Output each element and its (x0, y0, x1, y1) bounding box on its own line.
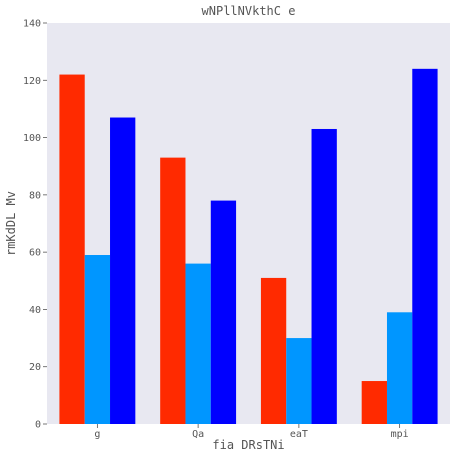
y-tick-label: 140 (23, 19, 41, 30)
x-axis-ticks: g Qa eaT mpi (94, 424, 409, 440)
y-tick-label: 20 (29, 362, 41, 373)
bar-mpi-series-2 (386, 312, 413, 424)
bars-layer (59, 68, 438, 425)
bar-Qa-series-2 (185, 263, 211, 424)
y-axis-label: rmKdDL Mv (4, 191, 18, 256)
bar-eaT-series-2 (286, 338, 312, 424)
y-tick-label: 80 (29, 190, 41, 201)
y-tick-label: 100 (23, 133, 41, 144)
y-tick-label: 40 (29, 305, 41, 316)
bar-eaT-series-3 (311, 128, 337, 425)
x-tick-label: Qa (192, 429, 204, 440)
y-tick-label: 60 (29, 248, 41, 259)
bar-g-series-3 (110, 117, 136, 425)
bar-g-series-1 (59, 74, 85, 424)
bar-Qa-series-1 (160, 157, 186, 424)
bar-eaT-series-1 (260, 277, 287, 424)
x-axis-label: fia DRsTNi (212, 438, 284, 452)
y-axis-ticks: 0 20 40 60 80 100 120 140 (23, 19, 47, 431)
y-tick-label: 120 (23, 76, 41, 87)
bar-mpi-series-1 (361, 381, 387, 424)
x-tick-label: mpi (391, 429, 409, 440)
bar-g-series-2 (84, 255, 111, 424)
x-tick-label: g (94, 429, 100, 440)
y-tick-label: 0 (35, 420, 41, 431)
bar-mpi-series-3 (412, 68, 438, 424)
bar-Qa-series-3 (210, 200, 237, 424)
chart-title: wNPllNVkthC e (202, 4, 296, 18)
x-tick-label: eaT (290, 429, 308, 440)
